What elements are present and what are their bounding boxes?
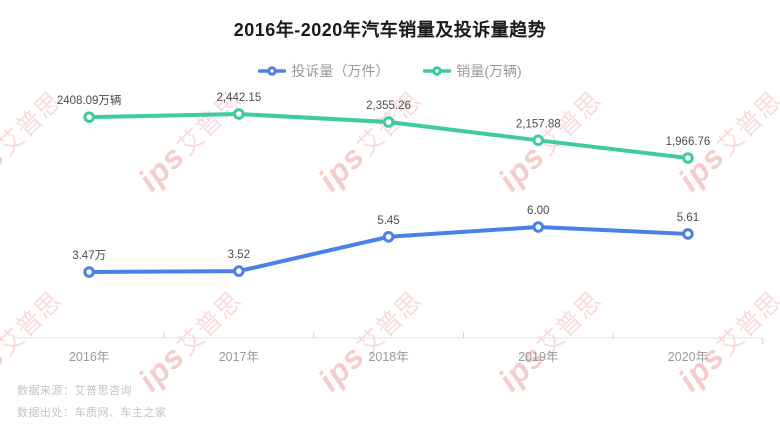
x-axis-label: 2020年 [668, 350, 708, 364]
x-axis-label: 2018年 [368, 350, 408, 364]
legend-label: 销量(万辆) [456, 63, 522, 79]
sales-point[interactable] [233, 108, 245, 120]
x-axis-label: 2019年 [518, 350, 558, 364]
data-point-label: 2,442.15 [216, 92, 261, 104]
sales-point[interactable] [83, 111, 95, 123]
footer-data-source: 数据来源：艾普思咨询 [17, 385, 132, 397]
data-point-label: 5.61 [677, 212, 699, 224]
complaints-point[interactable] [83, 266, 95, 278]
legend-item-sales[interactable]: 销量(万辆) [423, 61, 522, 81]
legend-label: 投诉量（万件） [291, 63, 390, 79]
legend-item-complaints[interactable]: 投诉量（万件） [258, 61, 389, 81]
chart-title: 2016年-2020年汽车销量及投诉量趋势 [233, 20, 547, 40]
legend: 投诉量（万件） 销量(万辆) [0, 61, 780, 81]
complaints-point[interactable] [382, 230, 395, 243]
data-point-label: 2,355.26 [366, 100, 411, 112]
data-point-label: 1,966.76 [666, 136, 711, 148]
x-axis-label: 2016年 [69, 350, 109, 364]
data-point-label: 2,157.88 [516, 118, 561, 130]
sales-point[interactable] [532, 134, 545, 147]
data-point-label: 3.52 [228, 249, 250, 261]
complaints-point[interactable] [233, 265, 245, 277]
legend-marker-icon [423, 66, 452, 76]
complaints-point[interactable] [682, 228, 694, 240]
data-point-label: 5.45 [377, 215, 399, 227]
data-point-label: 6.00 [527, 205, 549, 217]
sales-point[interactable] [682, 152, 694, 164]
footer-data-origin: 数据出处：车质网、车主之家 [17, 407, 167, 419]
data-point-label: 2408.09万辆 [57, 93, 122, 107]
complaints-point[interactable] [532, 221, 545, 233]
data-point-label: 3.47万 [72, 250, 106, 262]
x-axis-label: 2017年 [219, 350, 259, 364]
legend-marker-icon [258, 66, 287, 76]
sales-point[interactable] [382, 116, 395, 128]
